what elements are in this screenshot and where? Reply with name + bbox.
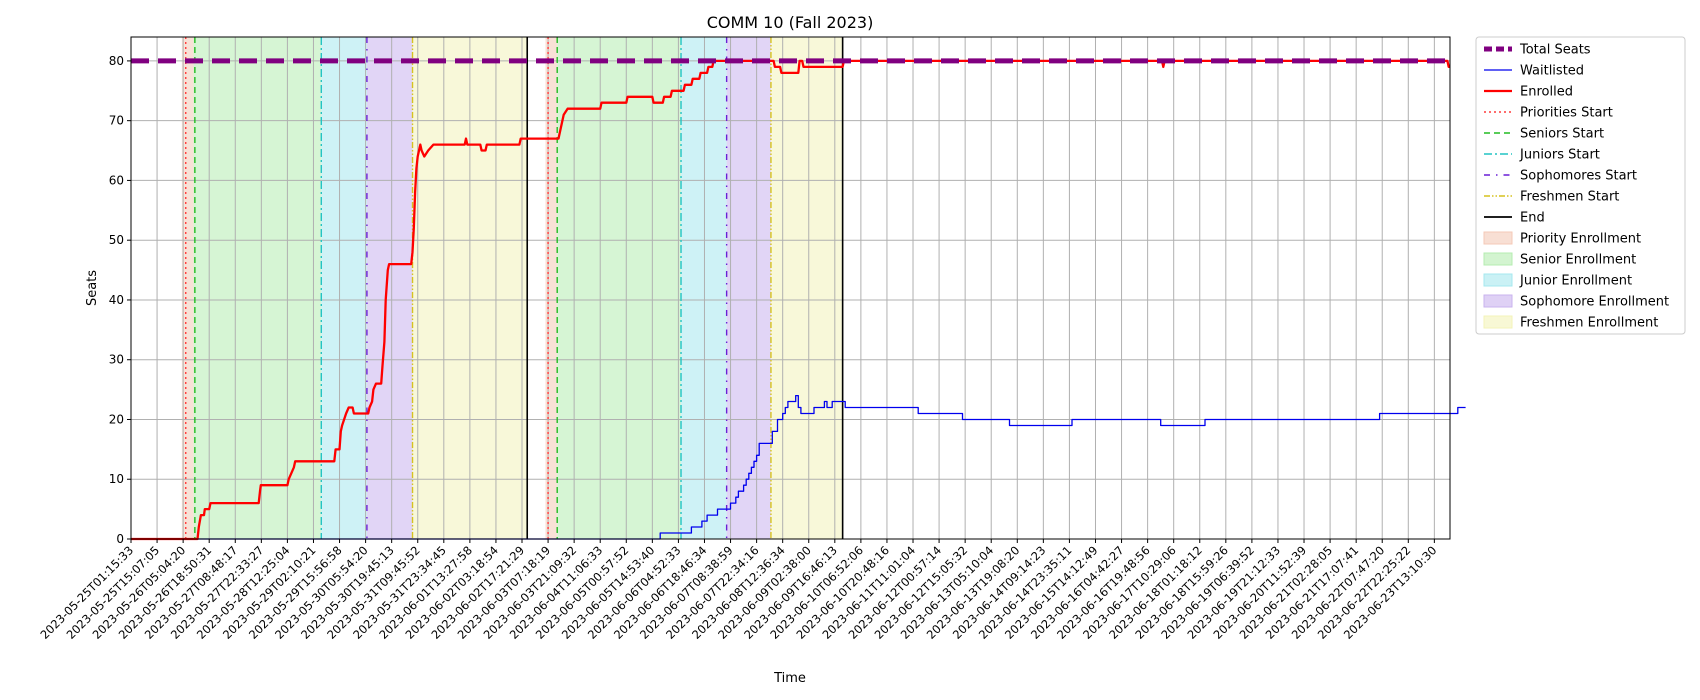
y-tick-label: 10 [109, 472, 124, 486]
legend-label: Waitlisted [1520, 64, 1584, 79]
legend-label: Priorities Start [1520, 106, 1613, 121]
x-axis-label: Time [773, 671, 806, 686]
legend-swatch [1483, 294, 1513, 308]
legend-label: Seniors Start [1520, 127, 1604, 142]
y-tick-label: 60 [109, 173, 124, 187]
x-axis: 2023-05-25T01:15:332023-05-25T15:07:0520… [37, 539, 1439, 642]
legend-label: Sophomores Start [1520, 169, 1637, 184]
legend-label: Junior Enrollment [1519, 274, 1632, 289]
y-tick-label: 40 [109, 293, 124, 307]
legend-label: Juniors Start [1519, 148, 1600, 163]
phase-band [557, 37, 682, 539]
plot-frame [130, 36, 1451, 540]
legend-label: Enrolled [1520, 85, 1573, 100]
phase-band [770, 37, 843, 539]
legend: Total Seats Waitlisted Enrolled Priorities … [1475, 36, 1686, 335]
y-tick-label: 20 [109, 412, 124, 426]
legend-label: Sophomore Enrollment [1520, 295, 1669, 310]
legend-swatch [1483, 273, 1513, 287]
legend-label: Priority Enrollment [1520, 232, 1641, 247]
y-tick-label: 0 [116, 532, 124, 546]
phase-band [366, 37, 413, 539]
legend-label: Total Seats [1519, 43, 1591, 58]
phase-band [545, 37, 558, 539]
chart-title: COMM 10 (Fall 2023) [707, 13, 874, 32]
y-tick-label: 70 [109, 114, 124, 128]
series-line-waitlisted [131, 394, 1466, 540]
phase-band [321, 37, 367, 539]
series-line-enrolled [131, 59, 1450, 541]
y-tick-label: 30 [109, 353, 124, 367]
phase-band [193, 37, 322, 539]
y-tick-label: 80 [109, 54, 124, 68]
legend-label: End [1520, 211, 1545, 226]
legend-label: Senior Enrollment [1520, 253, 1636, 268]
y-axis-label: Seats [85, 270, 100, 306]
phase-band [181, 37, 194, 539]
y-tick-label: 50 [109, 233, 124, 247]
series-lines [131, 58, 1466, 541]
phase-bands [181, 37, 843, 539]
legend-swatch [1483, 252, 1513, 266]
y-axis: 0 10 20 30 40 50 60 70 80 [109, 54, 131, 546]
phase-band [681, 37, 727, 539]
legend-swatch [1483, 231, 1513, 245]
legend-label: Freshmen Start [1520, 190, 1619, 205]
legend-frame [1475, 36, 1686, 335]
legend-swatch [1483, 315, 1513, 329]
phase-band [726, 37, 771, 539]
phase-markers [185, 37, 844, 539]
legend-label: Freshmen Enrollment [1520, 316, 1658, 331]
